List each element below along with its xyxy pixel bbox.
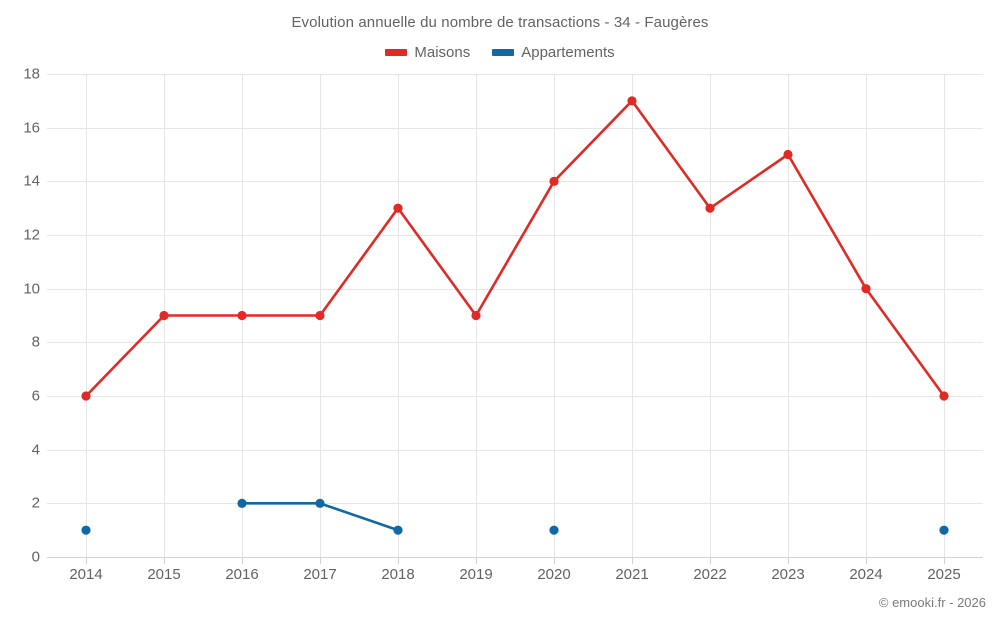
gridline-horizontal [47,181,983,183]
x-axis-tick-mark [710,557,711,564]
chart-credit: © emooki.fr - 2026 [878,595,986,610]
y-axis-tick-label: 10 [23,280,40,298]
data-point-appartements[interactable] [549,525,559,535]
y-axis-tick-label: 16 [23,119,40,137]
gridline-vertical [944,74,945,557]
data-point-maisons[interactable] [549,176,559,186]
y-axis-tick-label: 14 [23,172,40,190]
legend-item-appartements[interactable]: Appartements [492,44,615,61]
x-axis-line [47,557,983,558]
x-axis-tick-label: 2022 [693,566,727,583]
x-axis-tick-label: 2019 [459,566,493,583]
data-point-maisons[interactable] [393,203,403,213]
y-axis-tick-labels: 0 2 4 6 8 10 12 14 16 18 [0,66,40,566]
x-axis-tick-label: 2014 [69,566,103,583]
gridline-horizontal [47,503,983,505]
x-axis-tick-label: 2023 [771,566,805,583]
x-axis-tick-mark [86,557,87,564]
x-axis-tick-label: 2016 [225,566,259,583]
gridline-horizontal [47,235,983,236]
legend-item-maisons[interactable]: Maisons [385,44,470,61]
legend-swatch-maisons [385,49,408,56]
y-axis-tick-label: 2 [31,494,40,512]
data-point-maisons[interactable] [471,310,481,321]
x-axis-tick-mark [320,557,321,564]
y-axis-tick-label: 0 [31,548,40,566]
data-point-appartements[interactable] [393,525,403,535]
series-line-maisons [84,99,946,398]
y-axis-tick-label: 6 [31,387,40,405]
gridline-horizontal [47,449,983,451]
data-point-appartements[interactable] [237,498,247,508]
data-point-maisons[interactable] [861,284,871,294]
x-axis-tick-mark [398,557,399,564]
x-axis-tick-label: 2018 [381,566,415,583]
x-axis-tick-label: 2015 [147,566,181,583]
gridline-vertical [866,74,867,557]
data-point-maisons[interactable] [705,203,715,213]
y-axis-tick-label: 18 [23,65,40,83]
gridline-vertical [632,74,633,557]
gridline-horizontal [47,74,983,75]
data-point-appartements[interactable] [81,525,91,535]
x-axis-tick-mark [866,557,867,564]
y-axis-tick-label: 12 [23,226,40,244]
gridline-vertical [554,74,555,557]
gridline-vertical [398,74,399,557]
x-axis-tick-mark [788,557,789,564]
data-point-maisons[interactable] [627,96,637,106]
data-point-maisons[interactable] [783,149,793,160]
data-point-maisons[interactable] [315,310,325,321]
x-axis-tick-mark [242,557,243,564]
x-axis-tick-label: 2020 [537,566,571,583]
x-axis-tick-label: 2025 [927,566,961,583]
x-axis-tick-label: 2024 [849,566,883,583]
data-point-appartements[interactable] [939,525,949,535]
x-axis-tick-mark [632,557,633,564]
gridline-horizontal [47,396,983,397]
gridline-vertical [788,74,789,557]
gridline-vertical [86,74,87,557]
data-point-maisons[interactable] [159,310,169,321]
gridline-vertical [710,74,711,557]
data-point-maisons[interactable] [81,391,91,401]
gridline-horizontal [47,342,983,344]
gridline-horizontal [47,127,983,129]
x-axis-tick-label: 2017 [303,566,337,583]
data-point-appartements[interactable] [315,498,325,508]
data-point-maisons[interactable] [939,391,949,401]
data-point-maisons[interactable] [237,310,247,321]
y-axis-tick-label: 4 [31,441,40,459]
x-axis-tick-label: 2021 [615,566,649,583]
x-axis-tick-mark [554,557,555,564]
y-axis-tick-label: 8 [31,333,40,351]
x-axis-tick-labels: 2014 2015 2016 2017 2018 2019 2020 2021 2022 2023… [0,566,1000,592]
legend-label-appartements: Appartements [521,44,615,61]
x-axis-tick-mark [944,557,945,564]
legend-label-maisons: Maisons [414,44,471,61]
chart-legend: Maisons Appartements [0,44,1000,61]
legend-swatch-appartements [492,49,515,56]
x-axis-tick-mark [476,557,477,564]
chart-title: Evolution annuelle du nombre de transact… [291,14,709,31]
gridline-horizontal [47,288,983,290]
x-axis-tick-mark [164,557,165,564]
